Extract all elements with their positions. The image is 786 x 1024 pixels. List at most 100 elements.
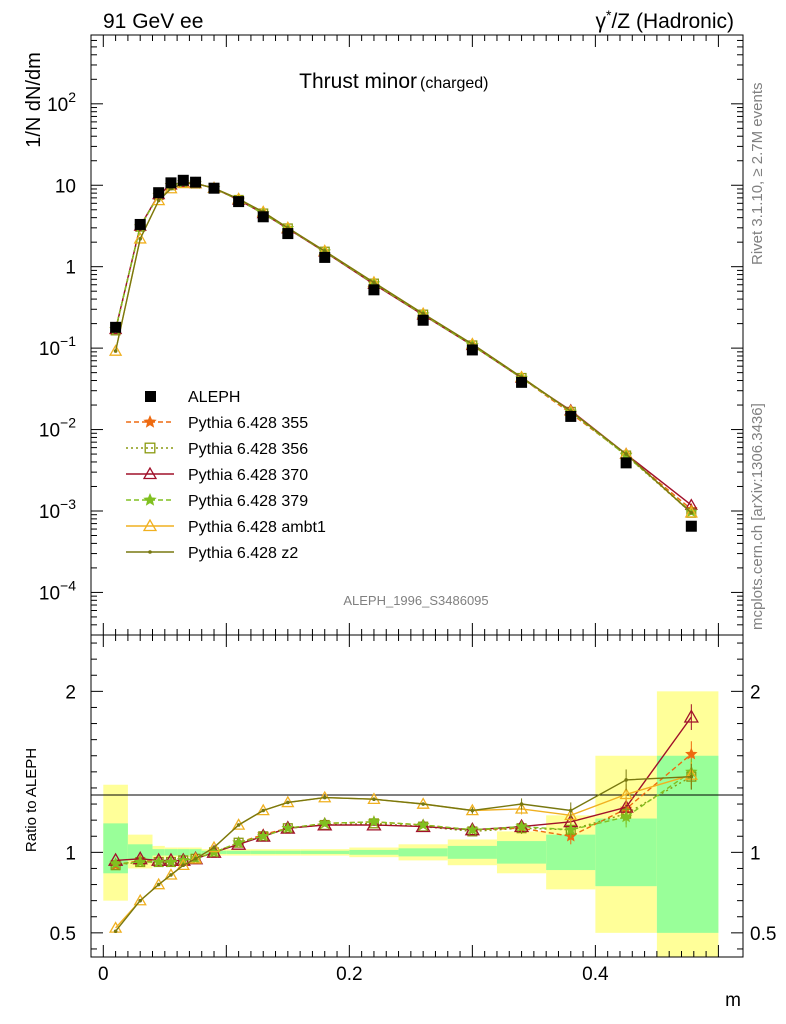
main-marker-ambt1 — [133, 231, 147, 244]
header-right: γ*/Z (Hadronic) — [596, 7, 734, 33]
legend-label: Pythia 6.428 356 — [188, 441, 308, 458]
ratio-y-ticks: 0.5 0.5 1 1 2 2 — [50, 642, 776, 950]
legend: ALEPH Pythia 6.428 355 Pythia 6.428 356 Pyt… — [126, 389, 326, 562]
legend-marker-data — [145, 391, 156, 402]
data-point — [466, 344, 478, 356]
ratio-band-green — [656, 755, 719, 933]
main-data-points — [110, 174, 697, 532]
ratio-marker-379 — [367, 815, 381, 828]
x-tick-label: 0.2 — [336, 964, 362, 985]
main-marker-ambt1 — [108, 344, 123, 356]
ratio-marker-z2 — [212, 845, 216, 850]
ratio-marker-355 — [685, 747, 698, 760]
mcplots-label: mcplots.cern.ch [arXiv:1306.3436] — [749, 403, 766, 630]
main-line-355 — [114, 181, 692, 510]
ratio-band-green — [398, 848, 448, 857]
main-marker-ambt1 — [684, 505, 698, 518]
ratio-marker-370 — [163, 852, 179, 866]
main-y-ticks: 10−4 10−3 10−2 10−1 1 10 102 — [39, 34, 743, 636]
main-marker-z2 — [138, 237, 143, 241]
chart-title: Thrust minor — [299, 70, 417, 93]
ratio-marker-379 — [416, 818, 430, 831]
legend-label: Pythia 6.428 355 — [188, 415, 308, 432]
legend-label: Pythia 6.428 z2 — [188, 545, 298, 562]
ratio-band-green — [250, 850, 276, 854]
ratio-x-ticks: 0 0.2 0.4 — [98, 635, 719, 985]
ratio-marker-ambt1 — [232, 818, 246, 830]
ratio-marker-370 — [151, 852, 167, 866]
main-line-z2 — [114, 182, 692, 514]
main-y-tick-label: 10−3 — [39, 496, 76, 523]
ratio-marker-ambt1 — [152, 877, 166, 890]
ratio-marker-379 — [318, 816, 331, 829]
analysis-watermark: ALEPH_1996_S3486095 — [343, 593, 488, 608]
main-marker-z2 — [113, 349, 118, 353]
ratio-y-tick-label-right: 1 — [750, 843, 761, 864]
ratio-marker-379 — [564, 823, 577, 836]
legend-label: Pythia 6.428 379 — [188, 493, 308, 510]
ratio-marker-379 — [152, 855, 165, 868]
ratio-marker-z2 — [568, 808, 573, 813]
ratio-marker-ambt1 — [207, 840, 221, 853]
main-marker-z2 — [372, 280, 376, 285]
main-line-356 — [114, 181, 692, 514]
legend-marker — [143, 414, 157, 428]
ratio-y-tick-label-right: 0.5 — [750, 924, 776, 945]
chart-title-suffix: (charged) — [420, 75, 488, 92]
data-point — [620, 457, 632, 469]
ratio-marker-z2 — [138, 898, 143, 903]
data-point — [233, 196, 245, 208]
main-marker-z2 — [322, 249, 327, 253]
ratio-marker-z2 — [286, 800, 290, 805]
ratio-y-tick-label: 0.5 — [50, 924, 76, 945]
ratio-marker-ambt1 — [318, 790, 332, 803]
data-point — [208, 182, 220, 194]
main-line-379 — [114, 181, 692, 513]
ratio-y-tick-label: 1 — [65, 843, 76, 864]
ratio-band-green — [164, 849, 178, 856]
main-marker-z2 — [624, 452, 628, 456]
main-marker-z2 — [421, 311, 425, 316]
ratio-marker-z2 — [322, 795, 327, 800]
ratio-panel: 0.5 0.5 1 1 2 2 0 0.2 0.4 Ratio to ALEPH m — [23, 634, 776, 1011]
data-point — [417, 314, 429, 326]
data-point — [319, 251, 331, 263]
ratio-marker-379 — [133, 855, 147, 868]
ratio-marker-z2 — [169, 873, 173, 877]
ratio-y-tick-label-right: 2 — [750, 682, 761, 703]
legend-label: ALEPH — [188, 389, 240, 406]
main-x-ticks — [102, 35, 719, 635]
data-point — [368, 284, 380, 296]
ratio-marker-370 — [683, 709, 699, 723]
legend-label: Pythia 6.428 ambt1 — [188, 519, 326, 536]
ratio-marker-379 — [619, 810, 633, 823]
ratio-marker-ambt1 — [514, 802, 529, 814]
data-point — [282, 228, 294, 240]
main-y-axis-label: 1/N dN/dm — [23, 52, 45, 148]
legend-marker — [148, 550, 152, 554]
ratio-marker-ambt1 — [619, 787, 633, 800]
ratio-band-green — [300, 850, 350, 854]
main-panel: 10−4 10−3 10−2 10−1 1 10 102 Thrust minor (cha… — [23, 34, 744, 636]
ratio-line-z2 — [115, 776, 692, 932]
ratio-band-green — [152, 849, 165, 856]
ratio-marker-z2 — [156, 882, 161, 887]
header-left: 91 GeV ee — [103, 10, 203, 33]
main-marker-z2 — [689, 511, 694, 515]
ratio-y-axis-label: Ratio to ALEPH — [23, 748, 40, 852]
legend-marker — [143, 492, 157, 506]
main-y-tick-label: 102 — [47, 89, 76, 116]
data-point — [257, 211, 269, 223]
ratio-band-green — [177, 849, 190, 856]
ratio-y-tick-label: 2 — [65, 682, 76, 703]
ratio-marker-z2 — [372, 797, 376, 802]
main-line-ambt1 — [114, 182, 692, 514]
main-marker-z2 — [156, 198, 161, 203]
data-point — [685, 520, 697, 532]
ratio-marker-z2 — [261, 808, 266, 813]
x-tick-label: 0.4 — [582, 964, 609, 985]
ratio-marker-z2 — [470, 808, 475, 813]
ratio-marker-379 — [232, 836, 245, 848]
ratio-marker-379 — [164, 855, 178, 868]
